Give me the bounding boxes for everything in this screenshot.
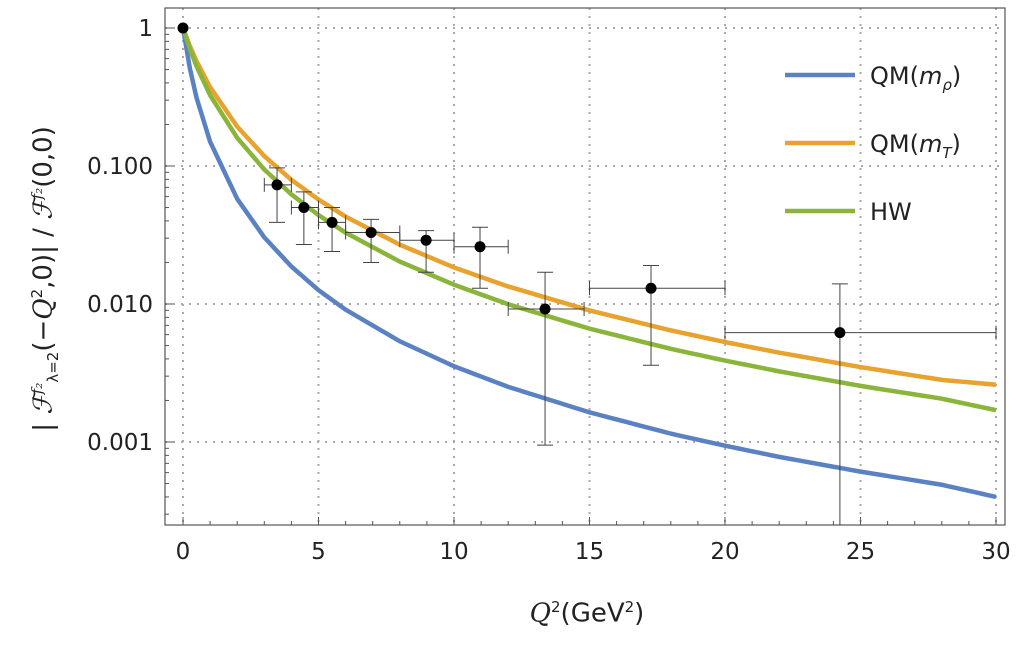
data-point-6: [399, 230, 455, 273]
y-tick-label: 0.010: [87, 292, 153, 318]
x-tick-label: 10: [439, 539, 468, 565]
legend-label-3: HW: [870, 198, 912, 226]
data-marker: [420, 234, 432, 246]
data-point-8: [507, 271, 585, 446]
data-marker: [645, 282, 657, 294]
data-marker: [298, 202, 310, 214]
data-point-7: [453, 226, 509, 289]
series-line-3: [180, 27, 997, 413]
y-tick-label: 0.100: [87, 154, 153, 180]
data-marker: [177, 22, 189, 34]
data-marker: [474, 241, 486, 253]
data-marker: [365, 226, 377, 238]
x-tick-label: 30: [981, 539, 1010, 565]
data-point-9: [589, 265, 726, 366]
data-point-10: [724, 283, 997, 525]
x-axis-label: Q2(GeV2): [529, 598, 645, 629]
data-point-1: [177, 22, 189, 34]
plot-frame: [164, 7, 1006, 526]
x-tick-label: 0: [176, 539, 191, 565]
data-marker: [271, 179, 283, 191]
x-tick-label: 5: [311, 539, 326, 565]
x-tick-label: 25: [846, 539, 875, 565]
data-marker: [326, 216, 338, 228]
data-point-3: [290, 191, 319, 245]
legend-label-2: QM(mT): [870, 130, 961, 162]
data-point-2: [263, 167, 292, 223]
y-axis-label: | ℱf₂λ=2(−Q2,0)| / ℱf₂(0,0): [28, 126, 62, 432]
y-tick-label: 0.001: [87, 430, 153, 456]
data-marker: [539, 303, 551, 315]
data-marker: [834, 327, 846, 339]
data-point-4: [318, 207, 347, 253]
x-tick-label: 20: [710, 539, 739, 565]
series-line-1: [180, 27, 997, 500]
x-tick-label: 15: [575, 539, 604, 565]
y-tick-label: 1: [138, 16, 153, 42]
legend-label-1: QM(mρ): [870, 62, 961, 94]
